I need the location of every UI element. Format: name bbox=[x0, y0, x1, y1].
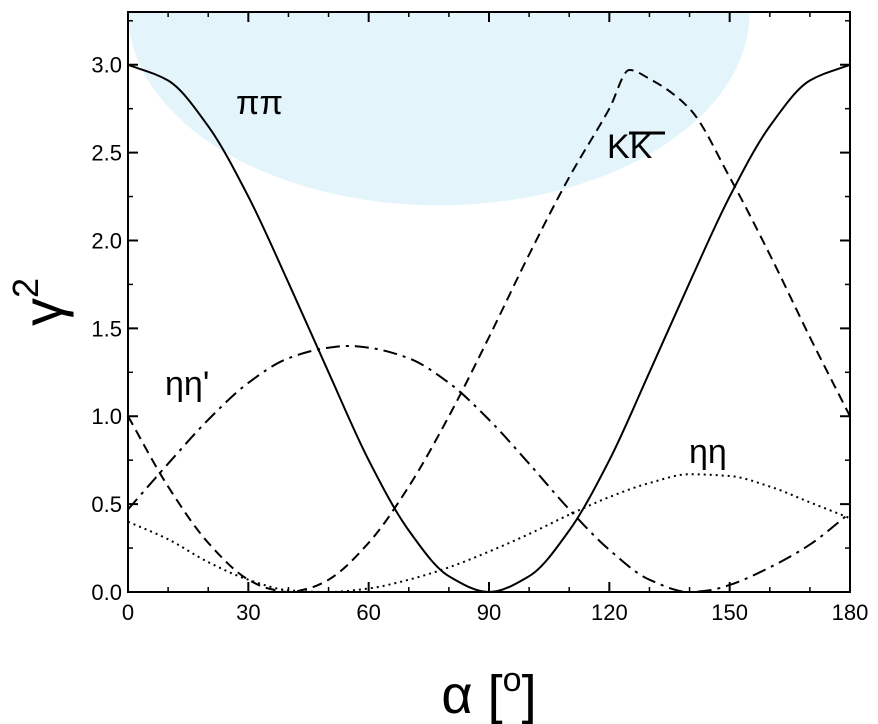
y-axis-title: γ2 bbox=[5, 278, 74, 326]
y-tick-label: 2.0 bbox=[91, 228, 122, 253]
x-tick-label: 30 bbox=[236, 600, 260, 625]
x-tick-label: 180 bbox=[832, 600, 869, 625]
y-tick-label: 1.0 bbox=[91, 404, 122, 429]
y-tick-label: 0.0 bbox=[91, 580, 122, 605]
label-eta-eta: ηη bbox=[689, 433, 727, 471]
x-tick-label: 150 bbox=[711, 600, 748, 625]
x-axis-title: α [o] bbox=[441, 661, 536, 724]
x-tick-label: 90 bbox=[477, 600, 501, 625]
background-highlight-region bbox=[128, 12, 750, 206]
label-eta-etaprime: ηη' bbox=[165, 365, 209, 403]
y-tick-label: 1.5 bbox=[91, 316, 122, 341]
series-line-pipi bbox=[128, 63, 850, 592]
x-axis-title-superscript: o bbox=[503, 661, 522, 699]
y-axis-title-superscript: 2 bbox=[5, 278, 46, 298]
label-pipi: ππ bbox=[236, 84, 283, 122]
x-tick-label: 60 bbox=[356, 600, 380, 625]
y-tick-label: 2.5 bbox=[91, 141, 122, 166]
x-tick-label: 120 bbox=[591, 600, 628, 625]
series-line-kkbar bbox=[128, 68, 850, 592]
series-line-eta-etaprime bbox=[128, 344, 850, 592]
y-tick-label: 3.0 bbox=[91, 53, 122, 78]
x-tick-label: 0 bbox=[122, 600, 134, 625]
series-line-eta-eta bbox=[128, 473, 850, 592]
y-tick-label: 0.5 bbox=[91, 492, 122, 517]
